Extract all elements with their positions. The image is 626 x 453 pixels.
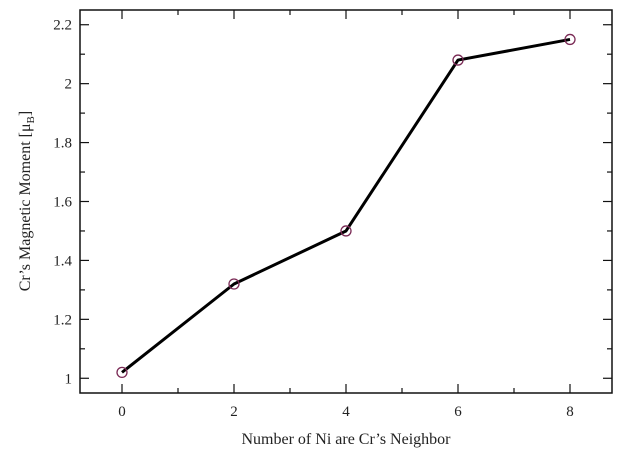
- y-tick-label: 1.6: [53, 195, 72, 211]
- data-point-marker: [340, 225, 352, 237]
- data-point-marker: [116, 366, 128, 379]
- y-axis-title-close: ]: [17, 111, 34, 116]
- x-tick-label: 4: [342, 404, 350, 420]
- x-tick-label: 8: [566, 404, 574, 420]
- y-tick-label: 1.4: [53, 253, 72, 269]
- plot-frame: [79, 9, 613, 394]
- x-axis-title: Number of Ni are Cr’s Neighbor: [242, 431, 452, 448]
- y-axis-title-main: Cr’s Magnetic Moment [μ: [17, 123, 34, 291]
- y-axis-ticks: 1 1.2 1.4 1.6 1.8 2 2.2: [53, 18, 612, 387]
- x-tick-label: 2: [230, 404, 238, 420]
- x-tick-label: 6: [454, 404, 462, 420]
- y-tick-label: 1: [65, 371, 73, 387]
- y-axis-title-subscript: B: [25, 116, 37, 123]
- x-tick-label: 0: [118, 404, 126, 420]
- y-tick-label: 2.2: [53, 18, 72, 34]
- y-axis-title: Cr’s Magnetic Moment [μB]: [17, 111, 37, 291]
- y-tick-label: 2: [65, 77, 73, 93]
- data-point-marker: [564, 33, 576, 46]
- series-line: [121, 37, 571, 374]
- x-axis-ticks: 0 2 4 6 8: [118, 10, 574, 420]
- y-tick-label: 1.2: [53, 312, 72, 328]
- data-point-marker: [452, 54, 464, 66]
- y-tick-label: 1.8: [53, 136, 72, 152]
- data-point-marker: [228, 278, 240, 290]
- series-group: [116, 33, 576, 379]
